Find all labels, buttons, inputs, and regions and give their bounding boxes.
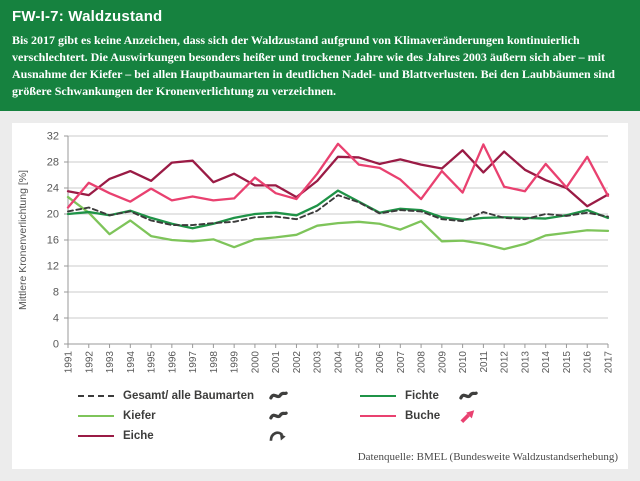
series-line-kiefer [66, 196, 610, 251]
series-line-buche [66, 142, 610, 209]
x-tick-label: 1999 [230, 351, 241, 374]
legend-line-sample [78, 414, 114, 417]
legend-label: Fichte [405, 389, 439, 402]
trend-fluctuating-icon [269, 391, 288, 400]
x-tick-label: 2008 [417, 351, 428, 374]
x-tick-label: 2003 [313, 351, 324, 374]
x-tick-label: 2017 [604, 351, 615, 374]
legend-item-kiefer: Kiefer [78, 407, 288, 424]
x-tick-label: 2007 [396, 351, 407, 374]
x-tick-label: 2001 [271, 351, 282, 374]
legend-item-fichte: Fichte [360, 387, 478, 404]
header-description: Bis 2017 gibt es keine Anzeichen, dass s… [12, 33, 615, 99]
legend-line-sample [78, 394, 114, 397]
trend-rising-icon [460, 409, 475, 423]
x-tick-label: 2009 [437, 351, 448, 374]
y-tick-label: 0 [53, 339, 59, 351]
x-tick-label: 1994 [126, 351, 137, 374]
y-tick-label: 20 [47, 209, 59, 221]
trend-fluctuating-icon [459, 391, 478, 400]
legend-column: Fichte Buche [360, 387, 478, 444]
y-axis-label: Mittlere Kronenverlichtung [%] [17, 170, 29, 310]
legend-line-sample [78, 434, 114, 437]
x-tick-label: 2002 [292, 351, 303, 374]
waldzustand-chart: 0 4 8 12 16 20 24 28 32 1991 1992 1993 1994 1995 1996 1… [17, 131, 615, 374]
legend-line-sample [360, 394, 396, 397]
page-title: FW-I-7: Waldzustand [12, 8, 163, 25]
x-tick-label: 1996 [167, 351, 178, 374]
trend-icon-wrap [269, 428, 288, 444]
legend-label: Buche [405, 409, 441, 422]
x-tick-label: 1997 [188, 351, 199, 374]
y-tick-label: 32 [47, 131, 59, 143]
trend-fluctuating-icon [269, 411, 288, 420]
y-tick-label: 24 [47, 183, 59, 195]
trend-icon-wrap [459, 408, 478, 424]
series-line-eiche [66, 149, 610, 208]
legend-label: Kiefer [123, 409, 156, 422]
legend-item-gesamt-alle-baumarten: Gesamt/ alle Baumarten [78, 387, 288, 404]
legend-column: Gesamt/ alle Baumarten Kiefer Eiche [78, 387, 288, 444]
x-tick-label: 1993 [105, 351, 116, 374]
legend-item-eiche: Eiche [78, 427, 288, 444]
legend-label: Eiche [123, 429, 154, 442]
x-tick-label: 1991 [64, 351, 75, 374]
x-tick-label: 1995 [147, 351, 158, 374]
data-source: Datenquelle: BMEL (Bundesweite Waldzusta… [357, 451, 618, 464]
chart-legend: Gesamt/ alle Baumarten Kiefer Eiche Fichte B… [78, 387, 624, 444]
header: FW-I-7: Waldzustand Bis 2017 gibt es kei… [0, 0, 640, 112]
y-tick-label: 28 [47, 157, 59, 169]
y-tick-label: 4 [53, 313, 59, 325]
trend-reversal-icon [269, 431, 286, 441]
x-tick-label: 1992 [84, 351, 95, 374]
series-line-gesamt-alle-baumarten [67, 194, 609, 227]
x-tick-label: 2012 [500, 351, 511, 374]
content: 0 4 8 12 16 20 24 28 32 1991 1992 1993 1994 1995 1996 1… [0, 111, 640, 481]
x-tick-label: 2004 [334, 351, 345, 374]
x-tick-label: 2013 [520, 351, 531, 374]
x-tick-label: 2015 [562, 351, 573, 374]
x-tick-label: 2005 [354, 351, 365, 374]
x-tick-label: 2006 [375, 351, 386, 374]
chart-panel: 0 4 8 12 16 20 24 28 32 1991 1992 1993 1994 1995 1996 1… [12, 123, 628, 470]
x-tick-label: 2011 [479, 351, 490, 373]
y-tick-label: 12 [47, 261, 59, 273]
x-tick-label: 2010 [458, 351, 469, 374]
legend-line-sample [360, 414, 396, 417]
trend-icon-wrap [459, 388, 478, 404]
legend-label: Gesamt/ alle Baumarten [123, 389, 255, 402]
series-line-fichte [66, 189, 610, 230]
trend-icon-wrap [269, 388, 288, 404]
legend-item-buche: Buche [360, 407, 478, 424]
trend-icon-wrap [269, 408, 288, 424]
y-tick-label: 16 [47, 235, 59, 247]
x-tick-label: 2016 [583, 351, 594, 374]
y-tick-label: 8 [53, 287, 59, 299]
x-tick-label: 1998 [209, 351, 220, 374]
x-tick-label: 2014 [541, 351, 552, 374]
x-tick-label: 2000 [250, 351, 261, 374]
